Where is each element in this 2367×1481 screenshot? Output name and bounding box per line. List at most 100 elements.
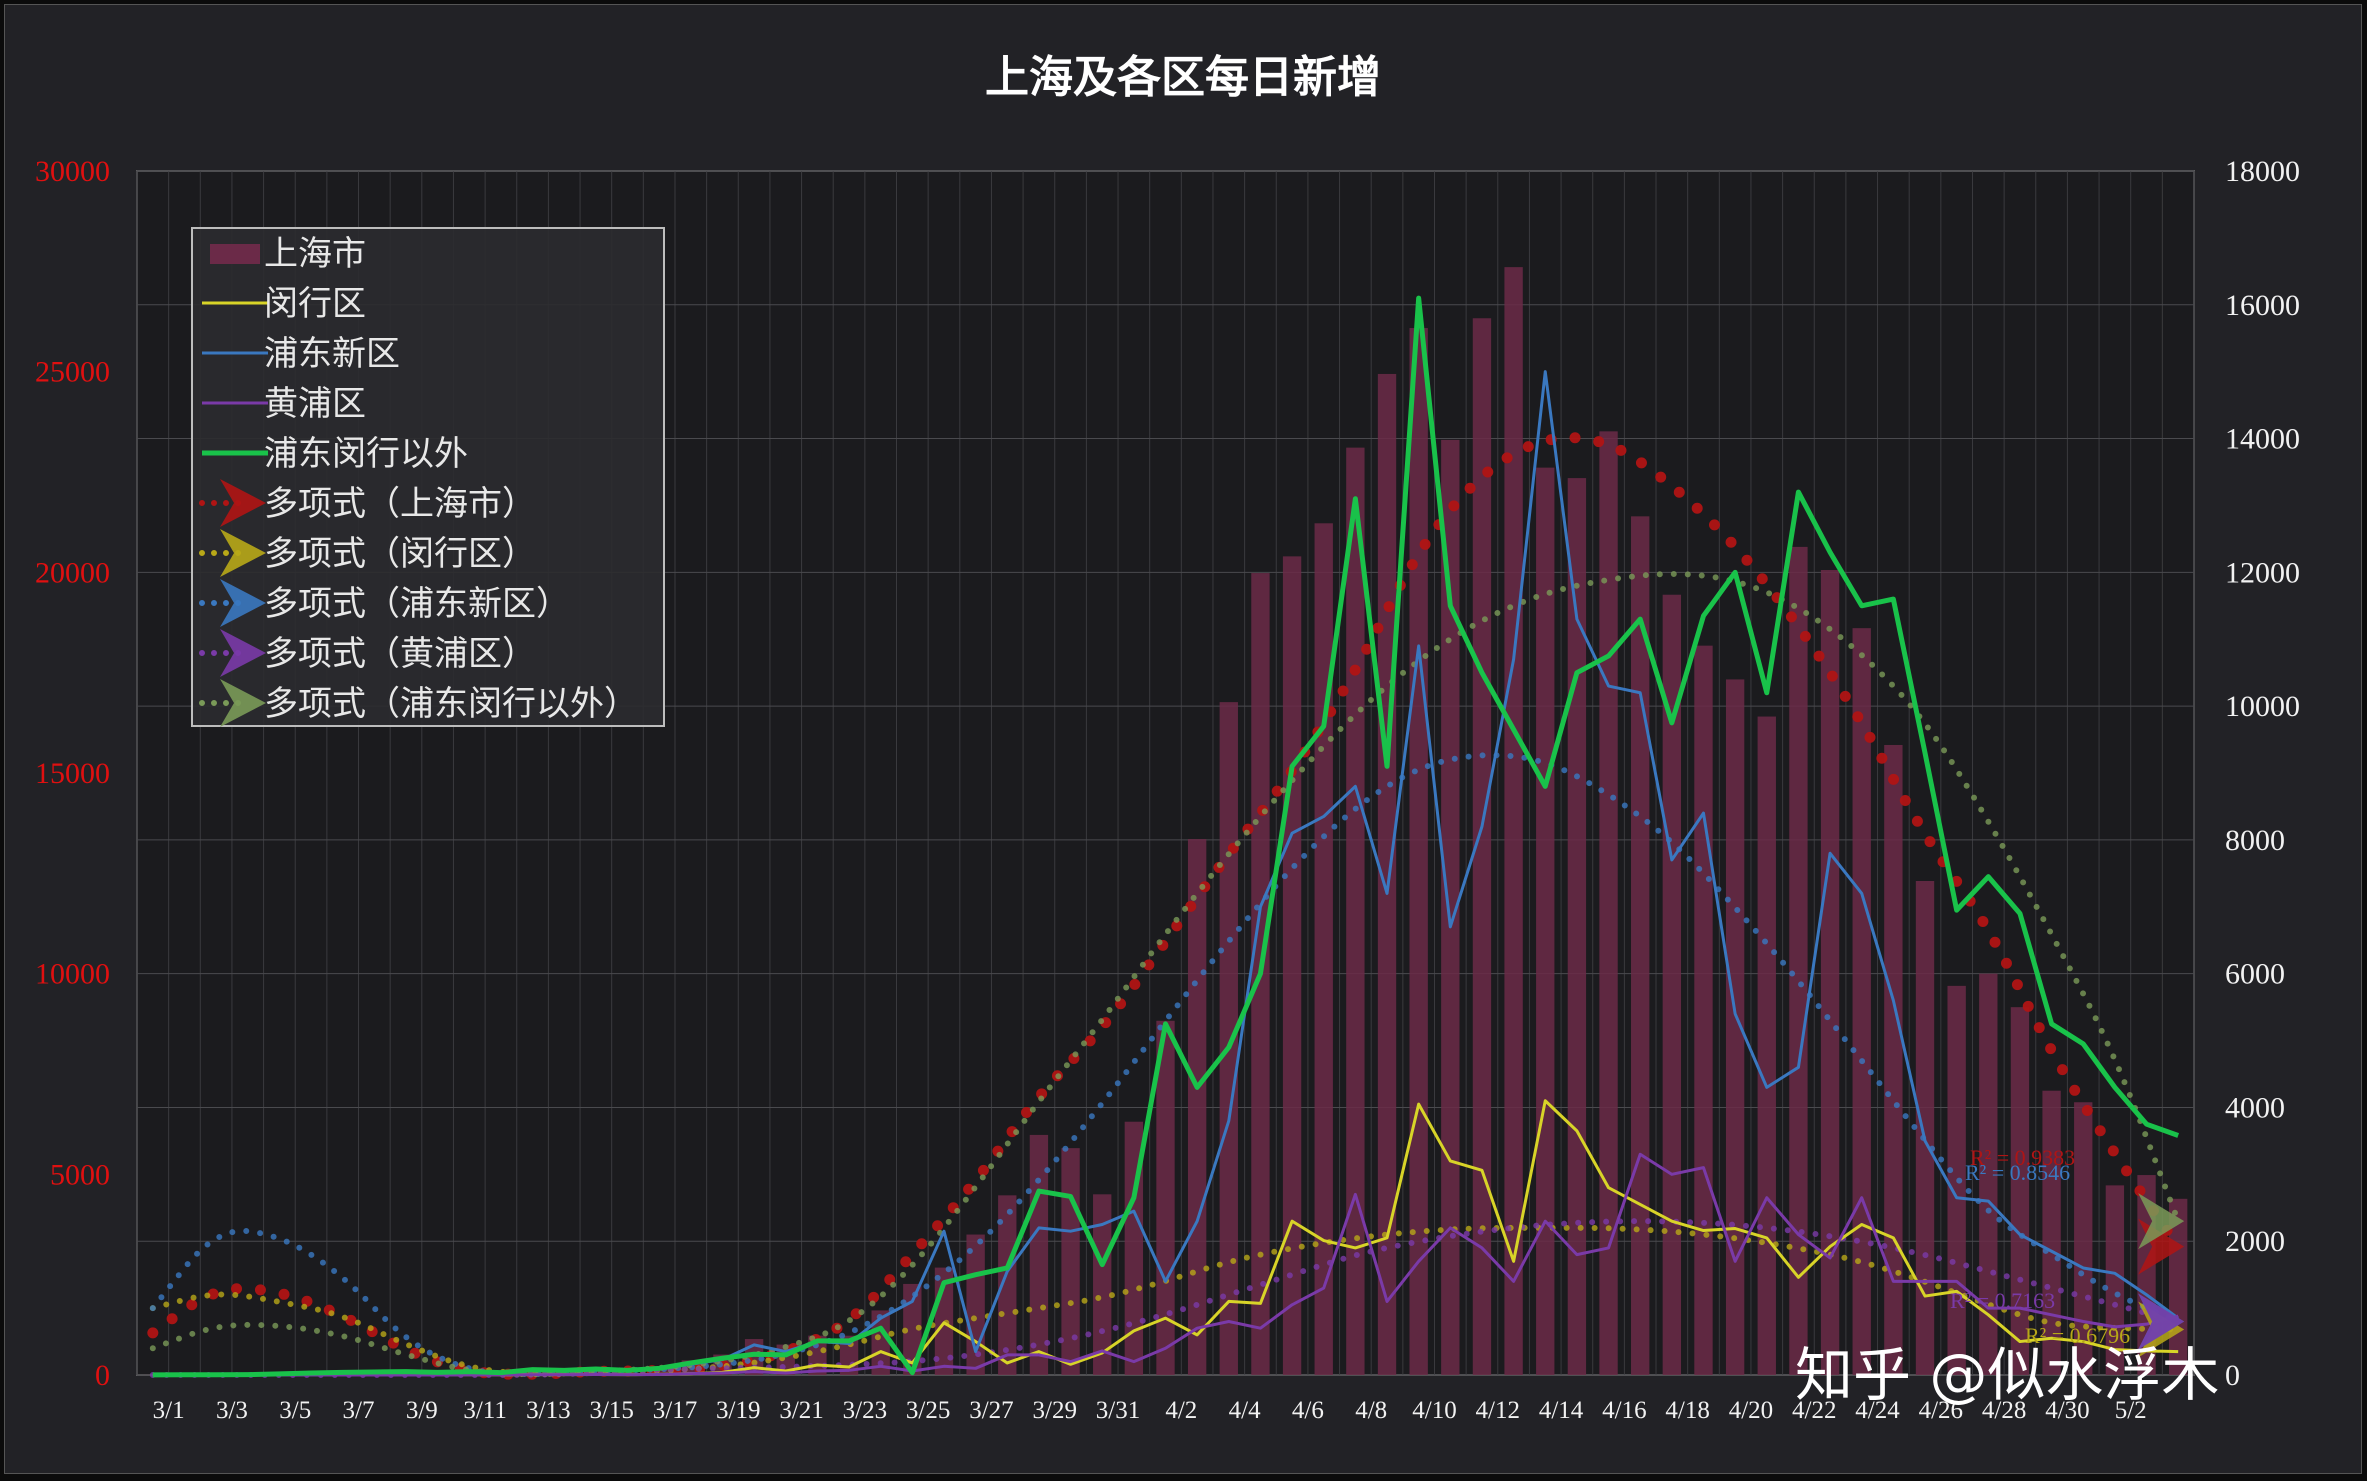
legend-swatch-arrow [220, 479, 266, 527]
x-tick-label: 4/6 [1292, 1397, 1324, 1424]
x-tick-label: 3/25 [906, 1397, 950, 1424]
watermark: 知乎 @似水浮木 [1795, 1341, 2219, 1409]
x-tick-label: 3/23 [843, 1397, 887, 1424]
legend-label: 多项式（浦东闵行以外） [264, 684, 638, 724]
right-axis-ticks: 0 2000 4000 6000 8000 10000 12000 14000 16000 180… [2225, 155, 2300, 1392]
bar [2074, 1102, 2093, 1375]
bar [1757, 716, 1776, 1375]
right-tick-label: 2000 [2225, 1225, 2285, 1258]
bar [1884, 744, 1903, 1375]
x-tick-label: 4/18 [1665, 1397, 1709, 1424]
x-tick-label: 3/29 [1033, 1397, 1077, 1424]
x-tick-label: 4/20 [1729, 1397, 1773, 1424]
bar-series-shanghai [143, 267, 2188, 1376]
left-tick-label: 30000 [35, 155, 110, 188]
bar [1725, 679, 1745, 1375]
bar [1441, 439, 1460, 1376]
trend-arrow [2138, 1293, 2185, 1350]
trendline-多项式（浦东新区） [149, 752, 2182, 1378]
legend-label: 多项式（黄浦区） [264, 634, 536, 674]
bar [1156, 1020, 1175, 1375]
left-tick-label: 20000 [35, 556, 110, 589]
right-tick-label: 18000 [2225, 155, 2300, 188]
x-tick-label: 3/5 [279, 1397, 311, 1424]
x-tick-label: 4/24 [1855, 1397, 1900, 1424]
bar [1789, 546, 1808, 1375]
bar [1377, 373, 1397, 1376]
bar [1093, 1194, 1112, 1375]
bar [2042, 1090, 2061, 1375]
left-tick-label: 10000 [35, 958, 110, 991]
x-tick-label: 3/15 [589, 1397, 633, 1424]
trendline-多项式（闵行区） [149, 1224, 2182, 1378]
r-squared-labels: R² = 0.9383 R² = 0.6796 R² = 0.8546 R² = 0.… [1950, 1145, 2130, 1348]
x-tick-label: 4/14 [1539, 1397, 1584, 1424]
legend-label: 多项式（上海市） [264, 484, 536, 524]
bar [1504, 267, 1523, 1375]
bar [1472, 318, 1492, 1375]
left-tick-label: 5000 [50, 1158, 110, 1191]
right-tick-label: 12000 [2225, 556, 2300, 589]
x-tick-label: 4/4 [1229, 1397, 1261, 1424]
right-tick-label: 4000 [2225, 1091, 2285, 1124]
bar [1631, 516, 1650, 1375]
left-tick-label: 25000 [35, 356, 110, 389]
trend-arrow [2138, 1193, 2185, 1250]
bar [1409, 328, 1428, 1375]
x-tick-label: 4/2 [1165, 1397, 1197, 1424]
line-黄浦区 [152, 1152, 2179, 1377]
legend-label: 多项式（浦东新区） [264, 584, 570, 624]
legend-box [191, 227, 665, 727]
right-tick-label: 16000 [2225, 289, 2300, 322]
bar [1599, 431, 1618, 1375]
bar [1219, 702, 1238, 1375]
x-tick-label: 4/30 [2045, 1397, 2089, 1424]
left-tick-label: 15000 [35, 757, 110, 790]
bar [1567, 478, 1587, 1375]
legend-label: 多项式（闵行区） [264, 534, 536, 574]
bar [1662, 594, 1682, 1375]
legend-swatch-arrow [220, 629, 266, 677]
legend-swatch-arrow [220, 529, 266, 577]
legend-label: 闵行区 [264, 284, 366, 324]
bar [1852, 628, 1871, 1375]
legend-label: 浦东新区 [264, 334, 400, 374]
bar [1915, 880, 1935, 1375]
x-tick-label: 3/13 [526, 1397, 570, 1424]
chart-title: 上海及各区每日新增 [985, 52, 1381, 103]
bar [1314, 523, 1333, 1375]
bar [1820, 570, 1840, 1375]
r-squared-label: R² = 0.7163 [1950, 1288, 2055, 1313]
x-tick-label: 3/11 [463, 1397, 507, 1424]
bar [998, 1195, 1017, 1375]
left-tick-label: 0 [95, 1359, 110, 1392]
x-tick-label: 4/10 [1412, 1397, 1456, 1424]
x-tick-label: 4/28 [1982, 1397, 2026, 1424]
legend-label: 黄浦区 [264, 384, 366, 424]
legend-label: 上海市 [264, 234, 366, 274]
legend-swatch-arrow [220, 579, 266, 627]
x-tick-label: 3/9 [406, 1397, 438, 1424]
x-tick-label: 5/2 [2115, 1397, 2147, 1424]
bar [1282, 556, 1302, 1375]
x-tick-label: 4/16 [1602, 1397, 1646, 1424]
x-tick-label: 4/26 [1919, 1397, 1963, 1424]
x-axis-ticks: 3/1 3/3 3/5 3/7 3/9 3/11 3/13 3/15 3/17 3/19 3/21 3… [153, 1397, 2147, 1424]
x-tick-label: 3/31 [1096, 1397, 1140, 1424]
left-axis-ticks: 0 5000 10000 15000 20000 25000 30000 [35, 155, 110, 1392]
right-tick-label: 14000 [2225, 423, 2300, 456]
right-tick-label: 6000 [2225, 958, 2285, 991]
bar [1536, 467, 1555, 1375]
line-浦东闵行以外 [152, 295, 2180, 1378]
x-tick-label: 3/19 [716, 1397, 760, 1424]
x-tick-label: 3/21 [779, 1397, 823, 1424]
bar [1061, 1148, 1080, 1375]
x-tick-label: 3/17 [653, 1397, 697, 1424]
line-series-group [152, 295, 2185, 1378]
x-tick-label: 3/1 [153, 1397, 185, 1424]
bar [1187, 839, 1207, 1375]
x-tick-label: 4/8 [1355, 1397, 1387, 1424]
right-tick-label: 0 [2225, 1359, 2240, 1392]
